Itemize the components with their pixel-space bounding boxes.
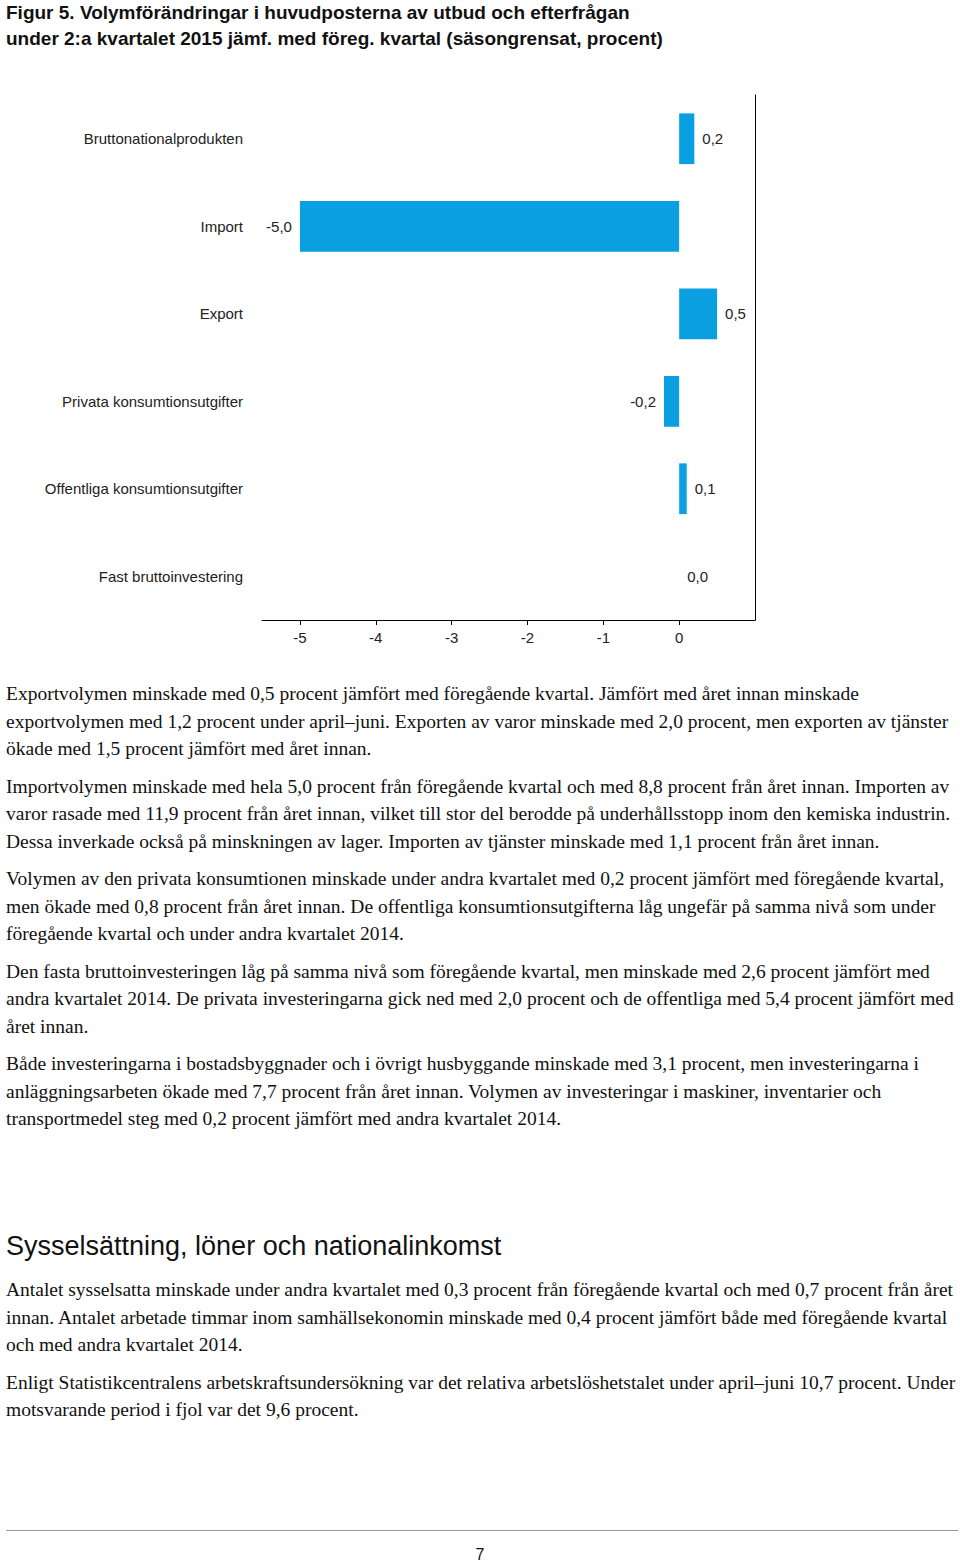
svg-text:Export: Export bbox=[200, 305, 244, 322]
svg-text:-2: -2 bbox=[521, 629, 534, 646]
html-text:Den fasta bruttoinvesteringen: Den fasta bruttoinvesteringen låg på sam… bbox=[6, 960, 954, 1037]
html-text:Importvolymen minskade med hel: Importvolymen minskade med hela 5,0 proc… bbox=[6, 775, 951, 852]
html-text:Sysselsättning, löner och nati: Sysselsättning, löner och nationalinkoms… bbox=[6, 1231, 502, 1261]
html-text:Volymen av den privata konsumt: Volymen av den privata konsumtionen mins… bbox=[6, 868, 944, 944]
html-text:Både investeringarna i bostads: Både investeringarna i bostadsbyggnader … bbox=[6, 1053, 919, 1129]
svg-text:Bruttonationalprodukten: Bruttonationalprodukten bbox=[84, 130, 243, 147]
svg-text:-1: -1 bbox=[597, 629, 610, 646]
svg-text:-5,0: -5,0 bbox=[266, 218, 292, 235]
svg-text:Privata konsumtionsutgifter: Privata konsumtionsutgifter bbox=[62, 393, 243, 410]
svg-text:0,1: 0,1 bbox=[695, 480, 716, 497]
svg-text:0,2: 0,2 bbox=[702, 130, 723, 147]
svg-text:0,0: 0,0 bbox=[687, 568, 708, 585]
html-text:Enligt Statistikcentralens arb: Enligt Statistikcentralens arbetskraftsu… bbox=[6, 1371, 956, 1420]
svg-text:Fast bruttoinvestering: Fast bruttoinvestering bbox=[99, 568, 243, 585]
svg-text:-4: -4 bbox=[369, 629, 382, 646]
svg-text:Import: Import bbox=[200, 218, 243, 235]
svg-text:0: 0 bbox=[675, 629, 683, 646]
html-text:Exportvolymen minskade med 0,5: Exportvolymen minskade med 0,5 procent j… bbox=[6, 683, 949, 759]
html-text:Antalet sysselsatta minskade u: Antalet sysselsatta minskade under andra… bbox=[6, 1279, 953, 1355]
svg-text:0,5: 0,5 bbox=[725, 305, 746, 322]
svg-text:-3: -3 bbox=[445, 629, 458, 646]
svg-text:Offentliga konsumtionsutgifter: Offentliga konsumtionsutgifter bbox=[45, 480, 243, 497]
html-text:7: 7 bbox=[475, 1546, 485, 1563]
svg-text:-0,2: -0,2 bbox=[630, 393, 656, 410]
svg-text:-5: -5 bbox=[293, 629, 306, 646]
html-text:Figur 5. Volymförändringar i h: Figur 5. Volymförändringar i huvudposter… bbox=[6, 2, 663, 49]
